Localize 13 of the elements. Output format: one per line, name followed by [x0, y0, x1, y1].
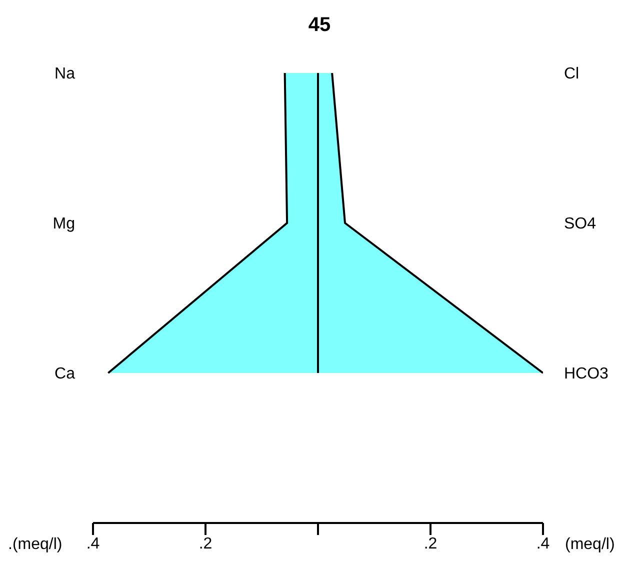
y-tick-label: Mg — [52, 216, 75, 233]
y-tick-label: Na — [54, 66, 76, 83]
y2-tick-label: SO4 — [564, 216, 596, 233]
y-tick-label: Ca — [54, 366, 76, 383]
x-tick-label: .2 — [424, 535, 438, 552]
y2-tick-label: HCO3 — [564, 366, 609, 383]
x-tick-label: .4 — [536, 535, 550, 552]
x-tick-label: .2 — [198, 535, 212, 552]
x-axis-title: (meq/l) — [565, 536, 615, 554]
text: .(meq/l) — [8, 536, 62, 554]
y2-tick-label: Cl — [564, 66, 580, 83]
x-tick-label: .4 — [86, 535, 100, 552]
chart-title: 45 — [307, 13, 332, 38]
